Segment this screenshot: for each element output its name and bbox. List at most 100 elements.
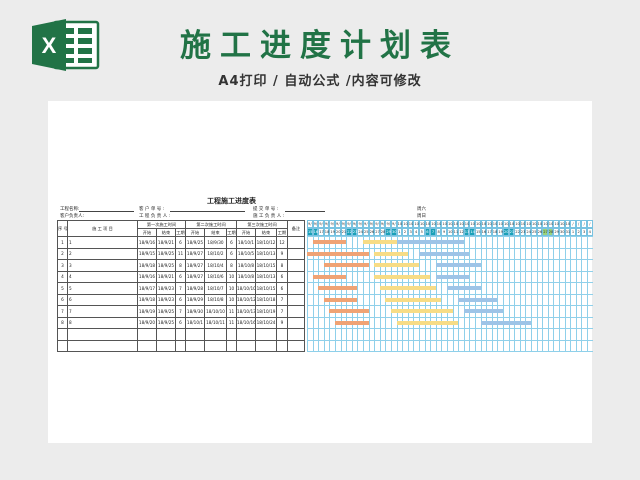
cell-s2[interactable]: 18/10/1 <box>185 316 205 329</box>
cell-d1[interactable]: 7 <box>175 282 186 295</box>
cell-d1[interactable] <box>175 328 186 341</box>
cell-s1[interactable]: 18/9/20 <box>137 316 157 329</box>
cell-s3[interactable]: 18/10/8 <box>236 270 256 283</box>
cell-e1[interactable] <box>156 339 176 352</box>
cell-e2[interactable]: 18/10/10 <box>204 305 227 318</box>
cell-d3[interactable]: 8 <box>276 259 288 272</box>
cell-d1[interactable]: 6 <box>175 270 186 283</box>
cell-s2[interactable]: 18/9/28 <box>185 282 205 295</box>
cell-e1[interactable]: 18/9/25 <box>156 247 176 260</box>
cell-s1[interactable]: 18/9/17 <box>137 282 157 295</box>
cell-d2[interactable]: 10 <box>226 293 237 306</box>
cell-no[interactable]: 7 <box>57 305 68 318</box>
cell-e3[interactable] <box>255 328 277 341</box>
cell-remark[interactable] <box>287 305 305 318</box>
cell-e3[interactable]: 18/10/15 <box>255 282 277 295</box>
cell-s1[interactable] <box>137 339 157 352</box>
field-contract-no[interactable] <box>285 211 325 212</box>
cell-remark[interactable] <box>287 316 305 329</box>
cell-s2[interactable]: 18/9/30 <box>185 305 205 318</box>
cell-s3[interactable]: 18/10/1 <box>236 236 256 249</box>
cell-e3[interactable]: 18/10/13 <box>255 270 277 283</box>
cell-s3[interactable] <box>236 328 256 341</box>
cell-no[interactable]: 6 <box>57 293 68 306</box>
cell-e1[interactable] <box>156 328 176 341</box>
cell-d2[interactable]: 6 <box>226 247 237 260</box>
cell-s1[interactable]: 18/9/16 <box>137 236 157 249</box>
cell-no[interactable]: 4 <box>57 270 68 283</box>
cell-d3[interactable]: 7 <box>276 293 288 306</box>
cell-e3[interactable]: 18/10/12 <box>255 236 277 249</box>
cell-e2[interactable]: 18/10/7 <box>204 282 227 295</box>
cell-item[interactable]: 8 <box>67 316 138 329</box>
cell-e3[interactable]: 18/10/15 <box>255 259 277 272</box>
cell-d3[interactable]: 6 <box>276 270 288 283</box>
cell-s2[interactable]: 18/9/27 <box>185 270 205 283</box>
cell-e1[interactable]: 18/9/23 <box>156 293 176 306</box>
cell-s3[interactable]: 18/10/5 <box>236 247 256 260</box>
cell-item[interactable] <box>67 339 138 352</box>
cell-no[interactable]: 8 <box>57 316 68 329</box>
cell-d3[interactable]: 7 <box>276 305 288 318</box>
cell-s3[interactable]: 18/10/10 <box>236 282 256 295</box>
cell-s3[interactable]: 18/10/12 <box>236 293 256 306</box>
cell-s2[interactable]: 18/9/25 <box>185 236 205 249</box>
cell-d2[interactable]: 8 <box>226 259 237 272</box>
cell-s2[interactable] <box>185 339 205 352</box>
cell-item[interactable]: 1 <box>67 236 138 249</box>
cell-no[interactable]: 1 <box>57 236 68 249</box>
cell-remark[interactable] <box>287 293 305 306</box>
cell-d3[interactable]: 9 <box>276 247 288 260</box>
cell-e1[interactable]: 18/9/25 <box>156 305 176 318</box>
cell-e1[interactable]: 18/9/25 <box>156 259 176 272</box>
cell-s2[interactable]: 18/9/27 <box>185 247 205 260</box>
cell-d1[interactable]: 7 <box>175 305 186 318</box>
cell-d3[interactable]: 9 <box>276 316 288 329</box>
cell-d3[interactable]: 6 <box>276 282 288 295</box>
cell-s2[interactable]: 18/9/27 <box>185 259 205 272</box>
field-project-name[interactable] <box>79 211 134 212</box>
cell-e2[interactable]: 18/9/30 <box>204 236 227 249</box>
cell-item[interactable] <box>67 328 138 341</box>
cell-d1[interactable]: 8 <box>175 259 186 272</box>
cell-s1[interactable]: 18/9/18 <box>137 259 157 272</box>
cell-e2[interactable] <box>204 328 227 341</box>
cell-remark[interactable] <box>287 247 305 260</box>
cell-e1[interactable]: 18/9/21 <box>156 236 176 249</box>
cell-d2[interactable]: 6 <box>226 236 237 249</box>
cell-item[interactable]: 4 <box>67 270 138 283</box>
cell-d1[interactable]: 6 <box>175 236 186 249</box>
cell-e3[interactable]: 18/10/13 <box>255 247 277 260</box>
cell-e3[interactable]: 18/10/19 <box>255 305 277 318</box>
cell-d2[interactable] <box>226 328 237 341</box>
cell-remark[interactable] <box>287 259 305 272</box>
cell-no[interactable]: 3 <box>57 259 68 272</box>
cell-s1[interactable]: 18/9/15 <box>137 247 157 260</box>
cell-remark[interactable] <box>287 236 305 249</box>
cell-d2[interactable]: 11 <box>226 305 237 318</box>
cell-e2[interactable] <box>204 339 227 352</box>
cell-e2[interactable]: 18/10/4 <box>204 259 227 272</box>
cell-remark[interactable] <box>287 328 305 341</box>
cell-d1[interactable]: 6 <box>175 316 186 329</box>
cell-d2[interactable]: 10 <box>226 270 237 283</box>
cell-s3[interactable] <box>236 339 256 352</box>
cell-d1[interactable]: 11 <box>175 247 186 260</box>
cell-s3[interactable]: 18/10/16 <box>236 316 256 329</box>
field-client-name[interactable] <box>170 211 245 212</box>
cell-no[interactable] <box>57 339 68 352</box>
cell-no[interactable] <box>57 328 68 341</box>
cell-e2[interactable]: 18/10/6 <box>204 270 227 283</box>
cell-d1[interactable] <box>175 339 186 352</box>
cell-no[interactable]: 2 <box>57 247 68 260</box>
cell-e3[interactable]: 18/10/18 <box>255 293 277 306</box>
cell-item[interactable]: 5 <box>67 282 138 295</box>
cell-s1[interactable]: 18/9/19 <box>137 305 157 318</box>
cell-item[interactable]: 2 <box>67 247 138 260</box>
cell-d2[interactable] <box>226 339 237 352</box>
cell-e2[interactable]: 18/10/8 <box>204 293 227 306</box>
cell-s2[interactable] <box>185 328 205 341</box>
cell-d3[interactable] <box>276 339 288 352</box>
cell-s1[interactable]: 18/9/18 <box>137 293 157 306</box>
cell-s1[interactable] <box>137 328 157 341</box>
